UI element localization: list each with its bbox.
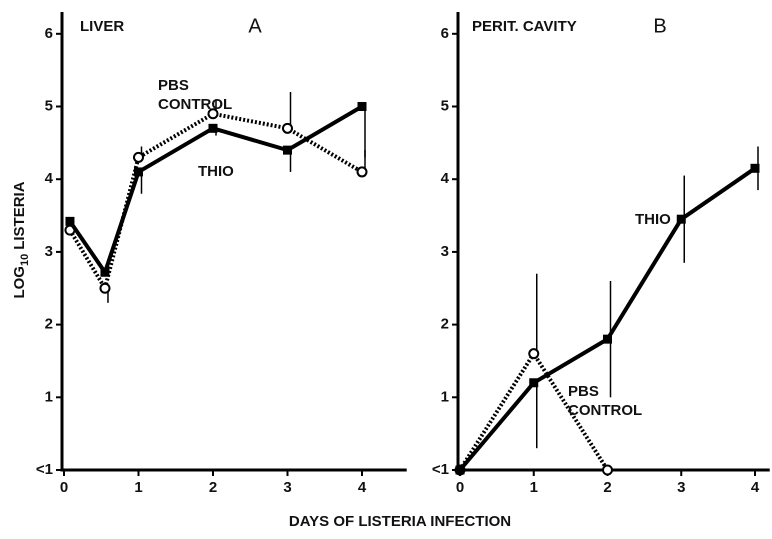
series-label: THIO xyxy=(198,163,234,180)
y-tick-label: 2 xyxy=(45,316,53,333)
x-tick-label: 3 xyxy=(283,479,291,496)
point xyxy=(134,167,143,177)
panel-title: PERIT. CAVITY xyxy=(472,18,577,35)
series-line xyxy=(68,111,364,294)
point xyxy=(282,122,293,134)
y-tick-label: 1 xyxy=(441,388,449,405)
point xyxy=(528,348,540,360)
y-tick-label: 3 xyxy=(441,243,449,260)
y-tick-label: 5 xyxy=(45,97,53,114)
y-tick-label: 6 xyxy=(441,25,449,42)
x-tick-label: 2 xyxy=(209,479,217,496)
y-tick-label: <1 xyxy=(36,461,53,478)
point xyxy=(529,378,539,388)
y-tick-label: <1 xyxy=(432,461,449,478)
panel-letter: B xyxy=(653,15,666,37)
y-tick-label: 5 xyxy=(441,97,449,114)
y-axis-label: LOG10LISTERIA xyxy=(11,181,31,298)
x-tick-label: 2 xyxy=(603,479,611,496)
series-line xyxy=(458,166,757,472)
x-tick-label: 0 xyxy=(60,479,68,496)
point xyxy=(133,151,144,163)
point xyxy=(207,108,219,120)
x-tick-label: 3 xyxy=(677,479,685,496)
y-tick-label: 4 xyxy=(45,170,54,187)
point xyxy=(100,267,110,277)
point xyxy=(356,166,368,178)
y-tick-label: 3 xyxy=(45,243,53,260)
y-tick-label: 6 xyxy=(45,25,53,42)
x-tick-label: 4 xyxy=(751,479,760,496)
point xyxy=(208,123,218,133)
series-label: PBS CONTROL xyxy=(568,383,642,419)
point xyxy=(602,464,613,476)
point xyxy=(283,145,292,155)
series-label: THIO xyxy=(635,211,671,228)
y-tick-label: 4 xyxy=(441,170,450,187)
y-tick-label: 2 xyxy=(441,316,449,333)
point xyxy=(357,102,367,112)
x-tick-label: 1 xyxy=(134,479,142,496)
x-tick-label: 4 xyxy=(358,479,367,496)
point xyxy=(455,465,465,475)
point xyxy=(99,282,111,294)
x-tick-label: 0 xyxy=(456,479,464,496)
x-tick-label: 1 xyxy=(530,479,538,496)
panel-title: LIVER xyxy=(80,18,124,35)
series-label: PBS CONTROL xyxy=(158,77,232,113)
point xyxy=(750,163,760,173)
point xyxy=(676,214,686,224)
y-tick-label: 1 xyxy=(45,388,53,405)
x-axis-label: DAYS OF LISTERIA INFECTION xyxy=(289,513,511,530)
panel-letter: A xyxy=(248,15,262,37)
point xyxy=(65,216,75,226)
point xyxy=(603,334,612,344)
series-line xyxy=(68,104,364,277)
